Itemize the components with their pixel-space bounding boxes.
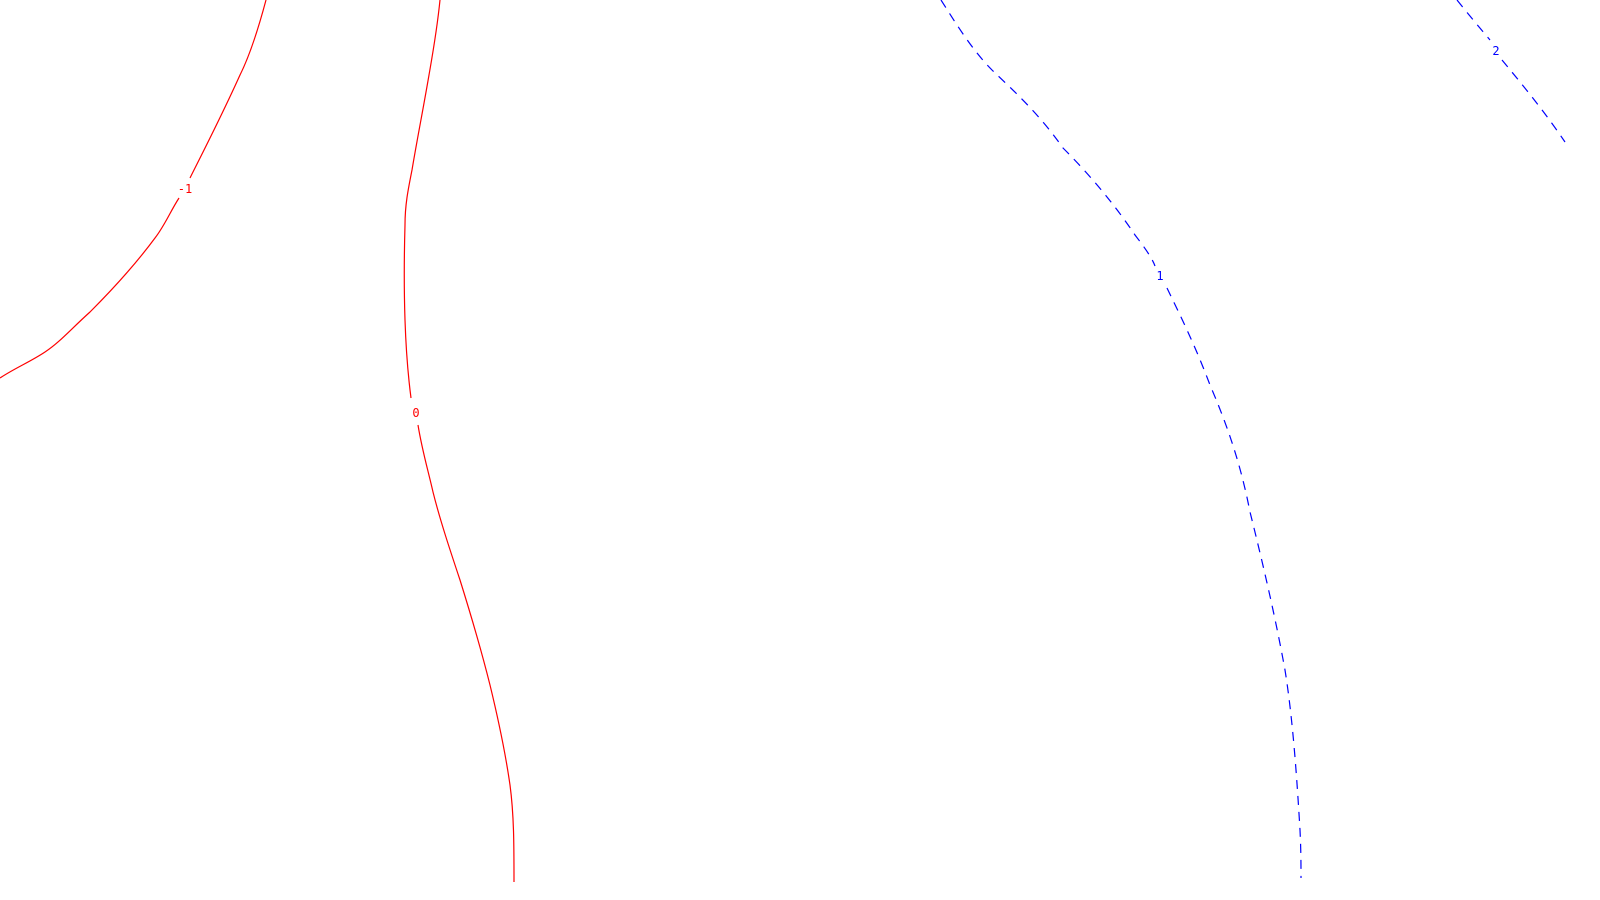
contour-label-minus-1: -1 xyxy=(178,182,192,196)
contour-label-2: 2 xyxy=(1492,44,1499,58)
contour-label-0: 0 xyxy=(412,406,419,420)
contour-level-minus-1: -1 xyxy=(0,0,267,379)
contour-line-minus-1 xyxy=(0,0,267,379)
contour-line-0 xyxy=(403,0,515,883)
contour-line-1 xyxy=(940,0,1302,879)
contour-level-1: 1 xyxy=(940,0,1302,879)
contour-level-2: 2 xyxy=(1456,0,1566,143)
contour-level-0: 0 xyxy=(403,0,515,883)
contour-label-1: 1 xyxy=(1156,269,1163,283)
contour-line-2 xyxy=(1456,0,1566,143)
